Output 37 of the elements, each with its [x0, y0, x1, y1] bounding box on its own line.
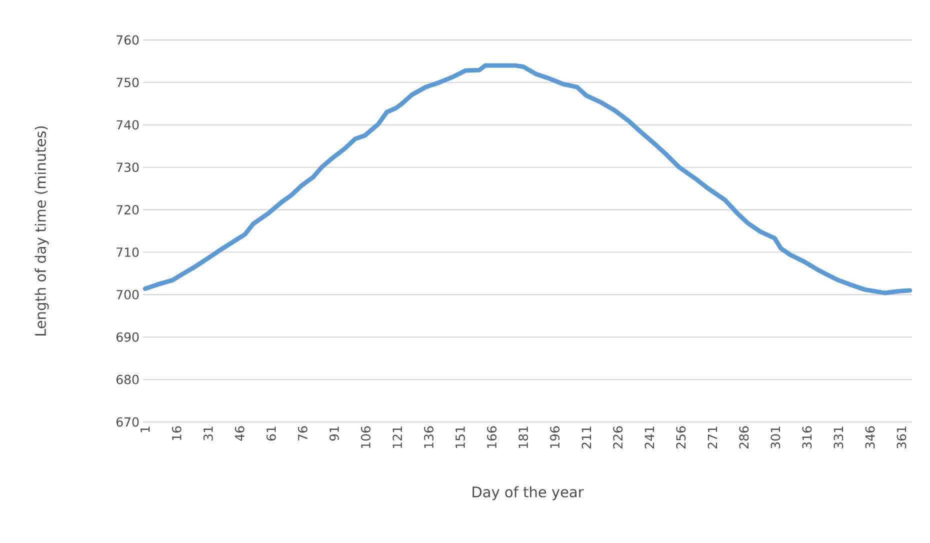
x-tick-label: 136 [424, 426, 434, 448]
x-tick-label: 31 [203, 426, 213, 440]
x-tick-label: 331 [834, 426, 844, 448]
x-tick-label: 346 [865, 426, 875, 448]
x-tick-label: 61 [266, 426, 276, 441]
x-tick-label: 256 [676, 426, 686, 448]
x-tick-label: 211 [582, 426, 591, 448]
y-tick-label: 690 [116, 332, 139, 342]
y-tick-label: 670 [116, 417, 139, 427]
x-tick-label: 106 [360, 426, 370, 448]
x-tick-label: 1 [140, 426, 150, 432]
x-tick-label: 151 [456, 426, 465, 448]
y-tick-label: 750 [116, 78, 139, 88]
y-tick-label: 700 [116, 290, 139, 300]
x-tick-label: 16 [172, 426, 182, 440]
x-tick-label: 181 [518, 426, 528, 448]
y-tick-label: 710 [116, 247, 139, 257]
x-tick-label: 91 [329, 426, 339, 441]
y-tick-label: 760 [116, 35, 139, 45]
y-axis-title: Length of day time (minutes) [34, 126, 49, 336]
x-tick-label: 301 [770, 426, 780, 448]
x-tick-label: 286 [739, 426, 749, 448]
x-tick-label: 76 [298, 426, 308, 440]
y-tick-label: 730 [116, 162, 139, 172]
x-tick-label: 361 [896, 426, 906, 448]
x-tick-label: 166 [487, 426, 497, 448]
x-tick-label: 241 [644, 426, 654, 448]
x-tick-label: 271 [708, 426, 718, 448]
y-tick-label: 720 [116, 205, 139, 214]
x-tick-label: 196 [550, 426, 560, 448]
x-tick-label: 226 [613, 426, 623, 448]
x-tick-label: 46 [234, 426, 244, 441]
x-tick-label: 316 [802, 426, 812, 448]
y-tick-label: 680 [116, 374, 139, 384]
x-axis-title: Day of the year [472, 486, 584, 500]
x-tick-label: 121 [392, 426, 402, 448]
y-tick-label: 740 [116, 120, 139, 130]
